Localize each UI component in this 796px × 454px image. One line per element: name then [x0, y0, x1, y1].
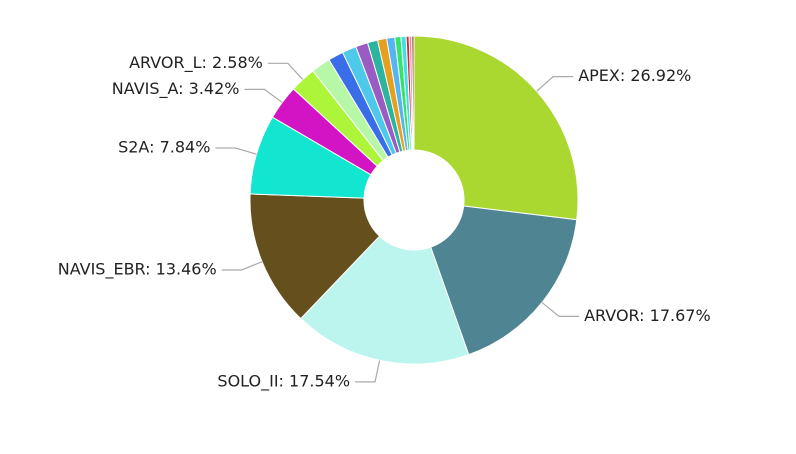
slice-label: APEX: 26.92%	[578, 66, 691, 85]
slice	[411, 35, 415, 151]
slice-label: NAVIS_EBR: 13.46%	[58, 259, 217, 279]
leader-line	[355, 360, 381, 383]
slice-label: S2A: 7.84%	[118, 137, 210, 156]
leader-line	[536, 76, 574, 92]
slice-label: ARVOR_L: 2.58%	[129, 53, 263, 73]
leader-line	[267, 62, 304, 80]
leader-line	[541, 302, 580, 317]
slice-label: NAVIS_A: 3.42%	[112, 79, 240, 99]
leader-line	[244, 88, 283, 103]
slice	[249, 193, 381, 320]
leader-line	[215, 147, 257, 155]
slice-label: SOLO_II: 17.54%	[217, 371, 350, 391]
slice-label: ARVOR: 17.67%	[584, 306, 711, 325]
leader-line	[221, 261, 263, 271]
slice	[430, 205, 578, 356]
slice	[300, 235, 470, 365]
slice	[413, 35, 579, 221]
